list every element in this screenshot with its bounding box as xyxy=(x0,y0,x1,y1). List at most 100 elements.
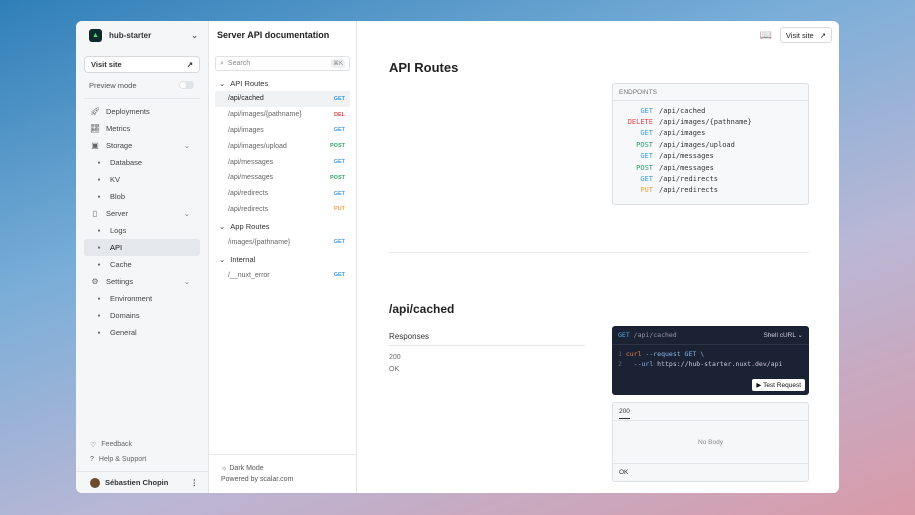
method-badge: DEL xyxy=(334,111,345,118)
test-request-button[interactable]: ▶ Test Request xyxy=(752,379,805,391)
nav-group[interactable]: ⌄ Internal xyxy=(209,252,356,267)
nav-route[interactable]: /__nuxt_error GET xyxy=(215,267,350,283)
endpoint-row[interactable]: GET/api/messages xyxy=(613,151,808,162)
endpoint-path: /api/images/{pathname} xyxy=(659,118,752,127)
route-path: /api/cached xyxy=(228,95,264,103)
api-nav: Server API documentation ⌕ Search ⌘K ⌄ API … xyxy=(209,21,357,493)
user-name: Sébastien Chopin xyxy=(105,478,169,487)
search-input[interactable]: ⌕ Search ⌘K xyxy=(215,56,350,71)
sidebar-item-api[interactable]: ● API xyxy=(84,239,200,256)
nav-route[interactable]: /images/{pathname} GET xyxy=(215,234,350,250)
chevron-down-icon: ⌄ xyxy=(219,255,226,265)
method-badge: GET xyxy=(333,239,345,246)
project-logo-icon: ▲ xyxy=(89,28,102,42)
divider xyxy=(84,98,200,99)
nav-route[interactable]: /api/redirects PUT xyxy=(215,202,350,218)
test-request-label: Test Request xyxy=(763,382,801,389)
section-heading: API Routes xyxy=(389,60,459,75)
sidebar-item-label: API xyxy=(110,243,123,252)
method-badge: GET xyxy=(333,190,345,197)
project-switcher[interactable]: ▲ hub-starter ⌄ xyxy=(76,21,208,49)
nav-group-label: Internal xyxy=(230,255,256,265)
nav-route[interactable]: /api/images/{pathname} DEL xyxy=(215,107,350,123)
sidebar-item-general[interactable]: ● General xyxy=(76,324,200,341)
bullet-icon: ● xyxy=(97,227,101,234)
more-icon[interactable]: ⋮ xyxy=(190,478,199,487)
nav-route[interactable]: /api/images GET xyxy=(215,123,350,139)
sidebar-item-label: Environment xyxy=(110,294,153,303)
bullet-icon: ● xyxy=(97,261,101,268)
visit-site-button[interactable]: Visit site ↗ xyxy=(84,56,200,73)
code-token: curl xyxy=(625,350,642,358)
nav-route[interactable]: /api/redirects GET xyxy=(215,186,350,202)
chevron-down-icon[interactable]: ⌄ xyxy=(183,141,190,150)
sidebar-item-logs[interactable]: ● Logs xyxy=(76,222,200,239)
route-path: /images/{pathname} xyxy=(228,238,291,246)
nav-route[interactable]: /api/images/upload POST xyxy=(215,138,350,154)
help-link[interactable]: ? Help & Support xyxy=(76,452,208,467)
chevron-down-icon[interactable]: ⌄ xyxy=(183,277,190,286)
sidebar-item-label: Settings xyxy=(106,277,134,286)
sidebar-item-metrics[interactable]: 📈︎ Metrics xyxy=(76,120,200,137)
page-title: Server API documentation xyxy=(217,30,330,40)
sidebar-item-label: Domains xyxy=(110,311,140,320)
external-link-icon: ↗ xyxy=(186,60,193,69)
endpoint-row[interactable]: GET/api/images xyxy=(613,128,808,139)
endpoint-row[interactable]: DELETE/api/images/{pathname} xyxy=(613,116,808,127)
sidebar-item-storage[interactable]: ▣ Storage ⌄ xyxy=(76,137,200,154)
sidebar-item-kv[interactable]: ● KV xyxy=(76,171,200,188)
code-token: --url xyxy=(633,360,654,368)
powered-by-link[interactable]: Powered by scalar.com xyxy=(221,476,294,483)
endpoint-method: GET xyxy=(640,129,653,138)
endpoint-row[interactable]: PUT/api/redirects xyxy=(613,185,808,196)
chevron-down-icon[interactable]: ⌄ xyxy=(183,209,190,218)
endpoint-row[interactable]: GET/api/cached xyxy=(613,105,808,116)
user-menu[interactable]: Sébastien Chopin ⋮ xyxy=(76,471,208,493)
chevron-down-icon: ⌄ xyxy=(219,222,226,232)
sidebar-item-cache[interactable]: ● Cache xyxy=(76,256,200,273)
code-path: /api/cached xyxy=(633,331,677,339)
endpoint-row[interactable]: POST/api/images/upload xyxy=(613,139,808,150)
route-path: /api/redirects xyxy=(228,190,269,198)
preview-mode-toggle[interactable] xyxy=(179,81,194,89)
sidebar-item-environment[interactable]: ● Environment xyxy=(76,290,200,307)
method-badge: POST xyxy=(330,174,345,181)
nav-route[interactable]: /api/messages GET xyxy=(215,154,350,170)
nav-group[interactable]: ⌄ App Routes xyxy=(209,219,356,234)
sidebar-item-label: General xyxy=(110,328,137,337)
dark-mode-toggle[interactable]: ☼ Dark Mode xyxy=(221,465,264,472)
line-number: 1 xyxy=(618,350,622,358)
nav-group[interactable]: ⌄ API Routes xyxy=(209,76,356,91)
code-token: --request GET \ xyxy=(645,350,705,358)
endpoint-row[interactable]: GET/api/redirects xyxy=(613,173,808,184)
sidebar-item-settings[interactable]: ⚙ Settings ⌄ xyxy=(76,273,200,290)
nav-route[interactable]: /api/messages POST xyxy=(215,170,350,186)
feedback-label: Feedback xyxy=(101,441,133,448)
route-path: /api/images/upload xyxy=(228,142,287,150)
endpoint-row[interactable]: POST/api/messages xyxy=(613,162,808,173)
route-path: /__nuxt_error xyxy=(228,271,270,279)
sidebar-item-database[interactable]: ● Database xyxy=(76,154,200,171)
sidebar-item-deployments[interactable]: 🚀︎ Deployments xyxy=(76,103,200,120)
sidebar-item-domains[interactable]: ● Domains xyxy=(76,307,200,324)
endpoint-method: GET xyxy=(640,152,653,161)
nav-route[interactable]: /api/cached GET xyxy=(215,91,350,107)
method-badge: GET xyxy=(333,272,345,279)
responses-section: Responses 200 OK xyxy=(389,332,586,376)
feedback-icon: ♡ xyxy=(90,441,97,449)
bullet-icon: ● xyxy=(97,244,101,251)
sidebar-item-server[interactable]: ▯ Server ⌄ xyxy=(76,205,200,222)
chart-icon: 📈︎ xyxy=(90,124,101,133)
language-select[interactable]: Shell cURL ⌄ xyxy=(763,332,803,339)
sidebar-item-label: Metrics xyxy=(106,124,131,133)
divider xyxy=(389,252,809,253)
sidebar-item-blob[interactable]: ● Blob xyxy=(76,188,200,205)
endpoint-method: PUT xyxy=(640,186,653,195)
response-tab-200[interactable]: 200 xyxy=(619,408,630,419)
feedback-link[interactable]: ♡ Feedback xyxy=(76,437,208,452)
book-icon[interactable]: 📖 xyxy=(759,29,772,41)
bullet-icon: ● xyxy=(97,176,101,183)
route-path: /api/messages xyxy=(228,174,274,182)
header-visit-site-button[interactable]: Visit site ↗ xyxy=(779,27,832,43)
endpoint-path: /api/messages xyxy=(659,152,714,161)
